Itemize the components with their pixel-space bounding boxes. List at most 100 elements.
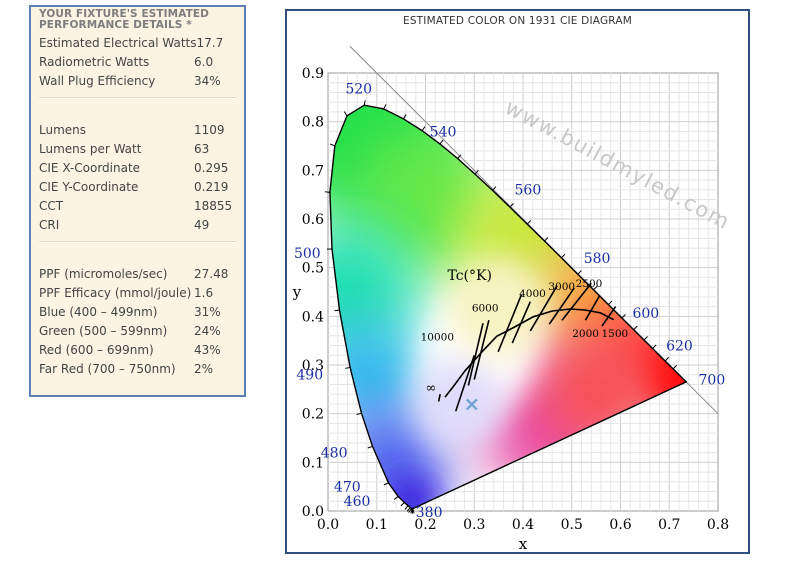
wavelength-tick: [509, 203, 514, 208]
x-tick-label: 0.1: [366, 517, 388, 533]
wavelength-label: 490: [296, 368, 323, 384]
cct-label: 2500: [576, 278, 603, 290]
performance-row: Green (500 – 599nm) 24%: [39, 321, 236, 340]
performance-value: 27.48: [194, 266, 229, 281]
wavelength-tick: [324, 191, 330, 193]
performance-row: Estimated Electrical Watts 17.7: [39, 33, 236, 52]
cct-label: 2000: [572, 328, 599, 340]
performance-row: Far Red (700 – 750nm) 2%: [39, 359, 236, 378]
wavelength-label: 470: [334, 480, 361, 496]
performance-row: Red (600 – 699nm) 43%: [39, 340, 236, 359]
wavelength-tick: [383, 482, 389, 486]
wavelength-tick: [608, 300, 613, 305]
cct-label: 6000: [472, 302, 499, 314]
wavelength-tick: [345, 366, 351, 369]
wavelength-tick: [526, 220, 532, 225]
performance-value: 43%: [194, 342, 221, 357]
wavelength-tick: [393, 496, 399, 500]
performance-row: PPF (micromoles/sec) 27.48: [39, 264, 236, 283]
locus-lines: [324, 45, 719, 514]
wavelength-tick: [544, 237, 549, 242]
y-tick-label: 0.2: [302, 407, 324, 423]
x-tick-label: 0.5: [561, 517, 583, 533]
isotherm-line: [511, 301, 532, 344]
wavelength-tick: [633, 325, 638, 331]
x-tick-label: 0.4: [512, 517, 534, 533]
wavelength-tick: [474, 170, 479, 175]
isotherm-line: [454, 355, 476, 412]
wavelength-tick: [492, 186, 497, 191]
group-separator: [39, 97, 236, 98]
performance-value: 0.219: [194, 179, 229, 194]
isotherm-line: [601, 306, 617, 327]
color-blob: [448, 256, 549, 357]
cct-label: 10000: [421, 332, 454, 344]
performance-value: 2%: [194, 361, 214, 376]
wavelength-tick: [561, 253, 566, 259]
performance-value: 34%: [194, 73, 221, 88]
wavelength-tick: [363, 100, 366, 106]
wavelength-tick: [402, 114, 407, 120]
performance-label: CRI: [39, 217, 60, 232]
x-tick-label: 0.6: [609, 517, 631, 533]
y-tick-label: 0.1: [302, 455, 324, 471]
performance-label: CCT: [39, 198, 64, 213]
wavelength-label: 380: [416, 505, 443, 521]
wavelength-tick: [408, 508, 412, 513]
performance-value: 18855: [194, 198, 233, 213]
wavelength-tick: [643, 336, 648, 341]
wavelength-tick: [343, 111, 348, 117]
wavelength-tick: [457, 154, 462, 159]
wavelength-label: 560: [515, 183, 542, 199]
wavelength-label: 580: [584, 251, 611, 267]
wavelength-label: 460: [344, 494, 371, 510]
y-tick-label: 0.5: [302, 261, 324, 277]
group-separator: [39, 241, 236, 242]
performance-title-line2: PERFORMANCE DETAILS *: [39, 19, 192, 31]
color-blob: [380, 471, 441, 509]
performance-row: Lumens per Watt 63: [39, 139, 236, 158]
cct-label: 4000: [519, 288, 546, 300]
wavelength-tick: [621, 314, 626, 319]
performance-label: Lumens: [39, 122, 87, 137]
wavelength-label: 480: [321, 445, 348, 461]
wavelength-tick: [412, 508, 415, 514]
tc-label: Tc(°K): [447, 268, 491, 284]
x-tick-label: 0.8: [707, 517, 729, 533]
y-tick-label: 0.4: [302, 309, 324, 325]
y-tick-label: 0.6: [302, 212, 324, 228]
y-axis-label: y: [292, 283, 302, 301]
wavelength-tick: [577, 270, 582, 275]
wavelength-tick: [421, 126, 426, 131]
performance-title-line1: YOUR FIXTURE'S ESTIMATED: [39, 8, 209, 20]
performance-row: CIE Y-Coordinate 0.219: [39, 177, 236, 196]
performance-value: 0.295: [194, 160, 229, 175]
wavelength-tick: [439, 139, 444, 145]
performance-value: 1.6: [194, 285, 214, 300]
color-blob: [414, 358, 505, 449]
performance-label: PPF Efficacy (mmol/joule): [39, 285, 192, 300]
spectral-locus: [329, 104, 688, 510]
x-tick-label: 0.2: [414, 517, 436, 533]
performance-label: Lumens per Watt: [39, 141, 142, 156]
performance-label: Green (500 – 599nm): [39, 323, 168, 338]
isotherm-line: [529, 285, 558, 332]
x-axis-label: x: [519, 535, 528, 552]
performance-label: Estimated Electrical Watts: [39, 35, 197, 50]
wavelength-label: 600: [632, 306, 659, 322]
wavelength-tick: [406, 507, 411, 512]
group-spacer: [39, 104, 236, 120]
isotherm-line: [467, 322, 484, 386]
isotherm-line: [437, 394, 441, 402]
performance-row: Wall Plug Efficiency 34%: [39, 71, 236, 90]
wavelength-tick: [329, 143, 335, 147]
performance-label: PPF (micromoles/sec): [39, 266, 168, 281]
fixture-marker: [465, 398, 478, 411]
performance-value: 49: [194, 217, 210, 232]
x-tick-label: 0.3: [463, 517, 485, 533]
wavelength-tick: [356, 412, 362, 416]
wavelength-label: 700: [699, 372, 726, 388]
performance-label: Blue (400 – 499nm): [39, 304, 158, 319]
wavelength-tick: [664, 357, 669, 362]
performance-label: Far Red (700 – 750nm): [39, 361, 176, 376]
